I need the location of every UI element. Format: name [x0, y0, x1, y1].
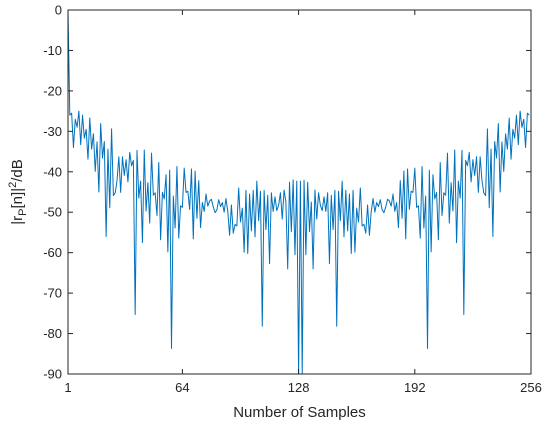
x-tick-label: 1	[64, 380, 71, 395]
x-tick-label: 192	[404, 380, 426, 395]
y-tick-label: -80	[43, 326, 62, 341]
series-line	[67, 9, 530, 375]
axes-box	[67, 9, 532, 375]
x-tick-label: 64	[175, 380, 189, 395]
y-tick-label: -60	[43, 245, 62, 260]
y-tick-label: -10	[43, 43, 62, 58]
y-tick-label: 0	[55, 3, 62, 18]
y-axis-label: |rP[n]|2/dB	[7, 159, 29, 224]
y-tick-label: -70	[43, 286, 62, 301]
x-tick-label: 256	[520, 380, 542, 395]
plot-area: 1 64 128 192 256 0 -10 -20 -30 -40 -50 -60 -70 -80 -90	[43, 3, 542, 396]
y-tick-label: -50	[43, 205, 62, 220]
axis-ticks: 1 64 128 192 256 0 -10 -20 -30 -40 -50 -60 -70 -80 -90	[43, 3, 542, 396]
x-tick-label: 128	[288, 380, 310, 395]
x-axis-label: Number of Samples	[233, 404, 366, 421]
y-tick-label: -40	[43, 164, 62, 179]
y-tick-label: -20	[43, 83, 62, 98]
y-tick-label: -90	[43, 367, 62, 382]
y-tick-label: -30	[43, 124, 62, 139]
